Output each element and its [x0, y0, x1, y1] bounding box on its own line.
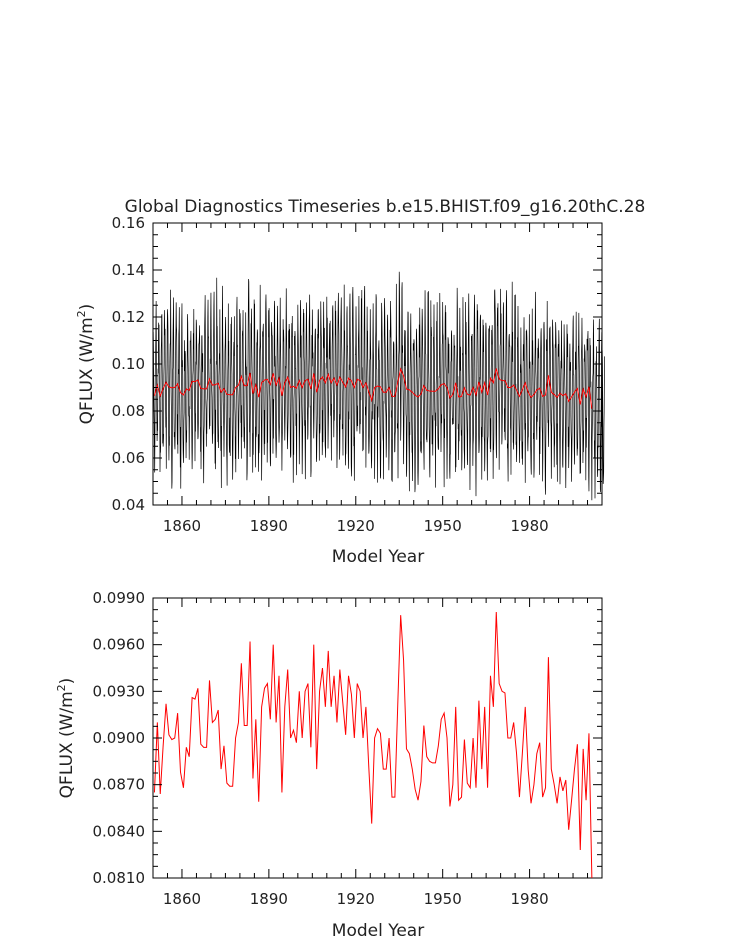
- y-tick-label: 0.06: [112, 449, 145, 467]
- top-y-axis-label: QFLUX (W/m2): [75, 304, 97, 425]
- y-tick-label: 0.0900: [93, 729, 146, 747]
- bottom-series-group: [153, 611, 593, 879]
- y-tick-label: 0.0930: [93, 682, 146, 700]
- y-tick-label: 0.0810: [93, 869, 146, 887]
- bottom-x-axis-label: Model Year: [332, 921, 424, 941]
- y-tick-label: 0.16: [112, 214, 145, 232]
- x-tick-label: 1950: [424, 517, 462, 535]
- annual-mean-series-line: [153, 367, 593, 409]
- top-ticks-group: 1860 1890 1920 1950 1980 0.04 0.06 0.08 0.10 0.12…: [112, 214, 603, 535]
- top-series-group: [152, 271, 606, 501]
- chart-title: Global Diagnostics Timeseries b.e15.BHIS…: [125, 197, 646, 217]
- annual-mean-series-line: [153, 611, 593, 879]
- y-tick-label: 0.0840: [93, 822, 146, 840]
- x-tick-label: 1920: [337, 890, 375, 908]
- x-tick-label: 1860: [163, 890, 201, 908]
- bottom-plot-frame: [152, 597, 603, 879]
- y-tick-label: 0.14: [112, 261, 145, 279]
- top-x-axis-label: Model Year: [332, 547, 424, 567]
- y-tick-label: 0.0960: [93, 636, 146, 654]
- x-tick-label: 1890: [250, 517, 288, 535]
- bottom-y-axis-label: QFLUX (W/m2): [55, 678, 77, 799]
- x-tick-label: 1980: [510, 890, 548, 908]
- bottom-ticks-group: 1860 1890 1920 1950 1980 0.0810 0.0840 0.0870 0.…: [93, 589, 603, 908]
- y-tick-label: 0.12: [112, 308, 145, 326]
- x-tick-label: 1890: [250, 890, 288, 908]
- y-tick-label: 0.04: [112, 496, 145, 514]
- monthly-series-line: [152, 271, 606, 501]
- x-tick-label: 1860: [163, 517, 201, 535]
- top-panel: 1860 1890 1920 1950 1980 0.04 0.06 0.08 0.10 0.12…: [75, 214, 606, 567]
- x-tick-label: 1920: [337, 517, 375, 535]
- y-tick-label: 0.0870: [93, 776, 146, 794]
- x-tick-label: 1980: [510, 517, 548, 535]
- y-tick-label: 0.08: [112, 402, 145, 420]
- bottom-panel: 1860 1890 1920 1950 1980 0.0810 0.0840 0.0870 0.…: [55, 589, 603, 941]
- y-tick-label: 0.0990: [93, 589, 146, 607]
- x-tick-label: 1950: [424, 890, 462, 908]
- y-tick-label: 0.10: [112, 355, 145, 373]
